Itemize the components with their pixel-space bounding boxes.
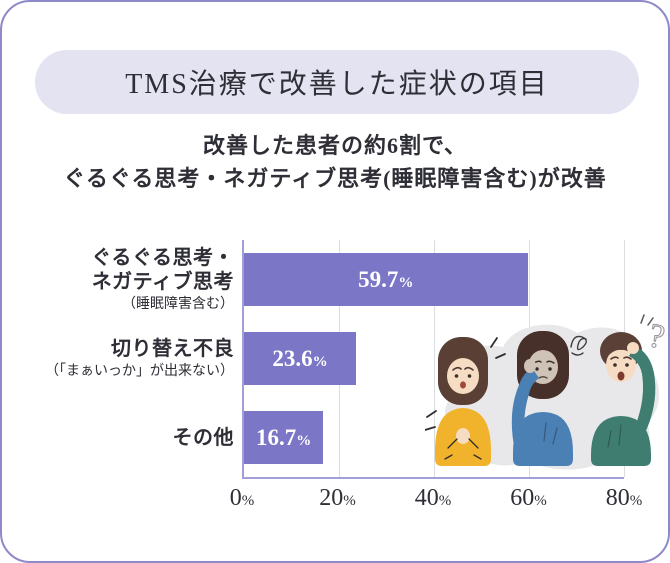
- bar-value-label: 23.6%: [272, 345, 328, 371]
- title-banner: TMS治療で改善した症状の項目: [35, 50, 639, 114]
- x-tick-label: 60%: [510, 485, 547, 511]
- gloomy-person-blue: [511, 331, 587, 466]
- scribble-cloud: [570, 335, 587, 356]
- category-label: ぐるぐる思考・ ネガティブ思考 （睡眠障害含む）: [2, 240, 234, 319]
- category-label-line: その他: [172, 426, 234, 449]
- x-tick-label: 20%: [319, 485, 356, 511]
- category-labels: ぐるぐる思考・ ネガティブ思考 （睡眠障害含む） 切り替え不良 （「まぁいっか」が出来な…: [2, 240, 234, 477]
- subtitle-line-1: 改善した患者の約6割で、: [202, 133, 468, 158]
- bar-value-label: 16.7%: [256, 424, 312, 450]
- bar-row: 23.6%: [244, 332, 624, 385]
- gridline: [434, 240, 435, 477]
- bar: 23.6%: [244, 332, 357, 385]
- question-mark-doodle: ?: [640, 314, 668, 357]
- category-label-line: ぐるぐる思考・: [91, 246, 234, 269]
- category-sublabel: （「まぁいっか」が出来ない）: [45, 363, 234, 379]
- worried-woman-yellow: [425, 337, 506, 466]
- x-axis: 0% 20% 40% 60% 80%: [230, 485, 643, 519]
- category-label-line: 切り替え不良: [111, 337, 234, 360]
- bar: 59.7%: [244, 253, 528, 306]
- category-label-line: ネガティブ思考: [91, 270, 234, 293]
- x-tick-label: 40%: [414, 485, 452, 511]
- bar: 16.7%: [244, 411, 324, 464]
- worried-people-illustration: ?: [425, 314, 668, 470]
- category-label: その他: [2, 398, 234, 477]
- category-label: 切り替え不良 （「まぁいっか」が出来ない）: [2, 319, 234, 398]
- bar-chart-plot: 59.7% 23.6% 16.7%: [242, 240, 625, 479]
- bar-row: 59.7%: [244, 253, 624, 306]
- category-sublabel: （睡眠障害含む）: [122, 296, 234, 312]
- confused-man-teal: ?: [591, 314, 668, 466]
- x-tick-label: 0%: [229, 485, 255, 511]
- x-tick-label: 80%: [605, 485, 643, 511]
- subtitle-line-2: ぐるぐる思考・ネガティブ思考(睡眠障害含む)が改善: [63, 166, 607, 191]
- page-title: TMS治療で改善した症状の項目: [125, 69, 549, 100]
- stress-marks: [425, 337, 506, 431]
- chart-subtitle: 改善した患者の約6割で、 ぐるぐる思考・ネガティブ思考(睡眠障害含む)が改善: [2, 129, 668, 195]
- bar-value-label: 59.7%: [358, 266, 414, 292]
- bar-row: 16.7%: [244, 411, 624, 464]
